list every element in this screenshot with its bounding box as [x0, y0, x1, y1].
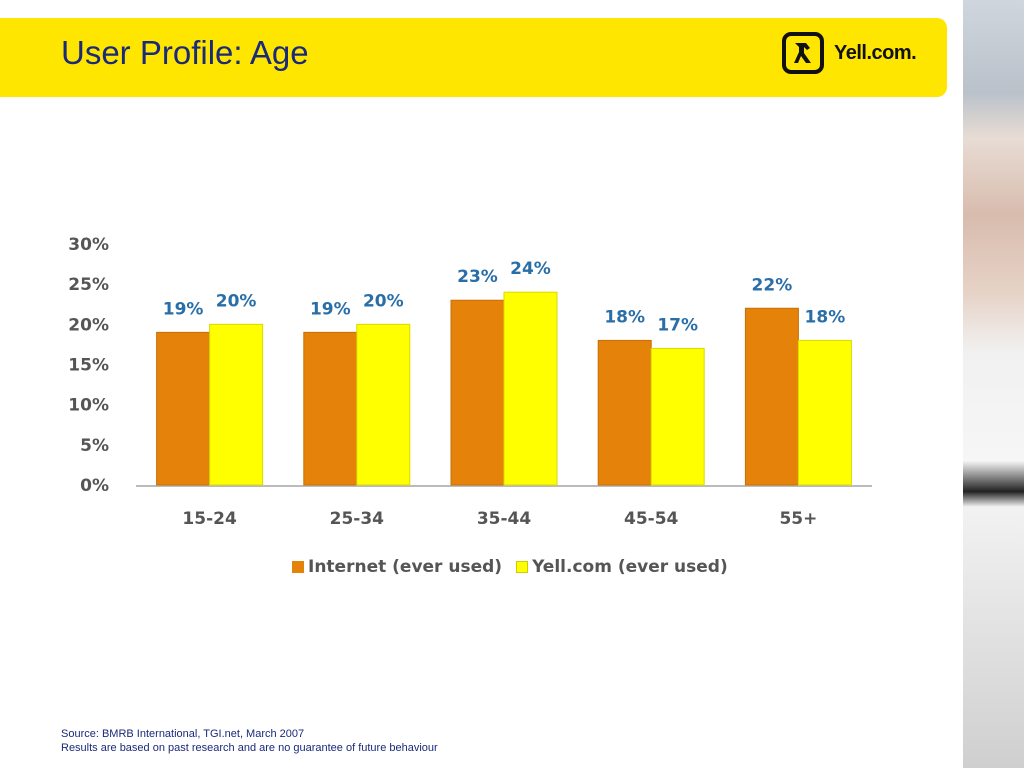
bar-internet — [597, 339, 652, 486]
legend-item-yell: Yell.com (ever used) — [516, 557, 728, 577]
bar-yell — [503, 291, 558, 486]
x-category-label: 15-24 — [182, 509, 237, 529]
legend-label-yell: Yell.com (ever used) — [532, 557, 728, 577]
data-label: 23% — [457, 267, 498, 287]
page-title: User Profile: Age — [61, 34, 309, 71]
yell-logo-icon — [782, 32, 824, 74]
bar-yell — [356, 323, 411, 486]
legend-swatch-yell — [516, 561, 529, 573]
data-label: 18% — [604, 307, 645, 327]
walking-fingers-icon — [794, 43, 811, 63]
x-category-label: 45-54 — [624, 509, 679, 529]
data-label: 19% — [310, 299, 351, 319]
y-tick-label: 30% — [68, 235, 109, 255]
bar-internet — [450, 299, 505, 486]
y-tick-label: 0% — [80, 476, 109, 496]
data-label: 18% — [805, 307, 846, 327]
y-tick-label: 20% — [68, 315, 109, 335]
bar-internet — [303, 331, 358, 486]
data-label: 24% — [510, 259, 551, 279]
bar-chart: 0% 5% 10% 15% 20% 25% 30% 19% 20% 15-24 19% 20% 25-3… — [68, 235, 872, 529]
y-tick-label: 15% — [68, 356, 109, 376]
y-tick-label: 25% — [68, 275, 109, 295]
y-tick-label: 5% — [80, 436, 109, 456]
bar-yell — [797, 339, 852, 486]
source-note: Source: BMRB International, TGI.net, Mar… — [61, 727, 438, 755]
x-category-label: 35-44 — [477, 509, 532, 529]
legend-label-internet: Internet (ever used) — [308, 557, 503, 577]
source-text: Source: BMRB International, TGI.net, Mar… — [61, 728, 305, 740]
x-category-label: 25-34 — [330, 509, 385, 529]
legend-swatch-internet — [292, 561, 304, 573]
bar-internet — [744, 307, 799, 486]
y-tick-label: 10% — [68, 396, 109, 416]
legend-item-internet: Internet (ever used) — [292, 557, 502, 577]
bar-internet — [156, 331, 211, 486]
data-label: 20% — [216, 291, 257, 311]
data-label: 20% — [363, 291, 404, 311]
chart-legend: Internet (ever used) Yell.com (ever used… — [292, 557, 728, 577]
x-category-label: 55+ — [779, 509, 817, 529]
bar-yell — [650, 347, 705, 486]
disclaimer-text: Results are based on past research and a… — [61, 742, 438, 754]
bar-yell — [209, 323, 264, 486]
yell-logo-text: Yell.com. — [834, 42, 917, 64]
data-label: 17% — [657, 315, 698, 335]
background-photo-strip — [963, 0, 1024, 768]
data-label: 22% — [752, 275, 793, 295]
data-label: 19% — [163, 299, 204, 319]
